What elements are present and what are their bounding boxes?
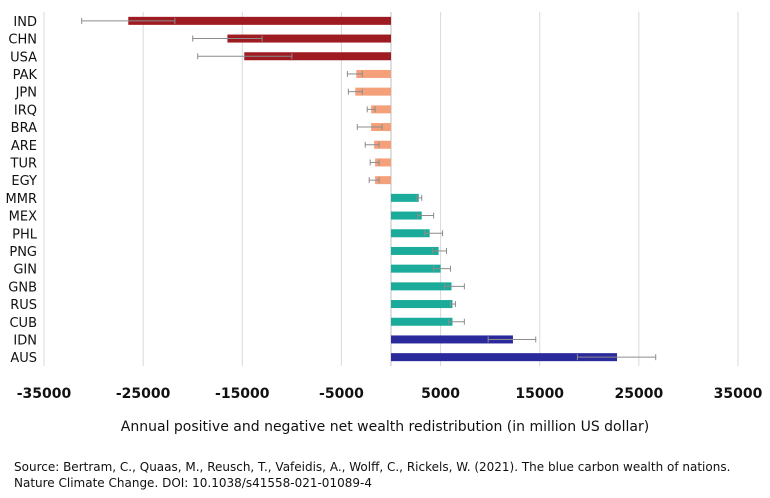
category-label-rus: RUS [10,298,37,313]
bar-pak [356,69,391,78]
category-labels: IND CHN USA PAK JPN IRQ BRA ARE TUR EGY MMR MEX PHL P… [6,15,38,366]
x-tick-label: -25000 [116,386,171,402]
x-tick-label: -15000 [215,386,270,402]
bar-gnb [391,282,452,291]
bar-rus [391,300,453,309]
bar-aus [391,353,618,362]
bar-tur [375,158,391,167]
gridlines [43,12,739,366]
bar-gin [391,264,441,273]
category-label-idn: IDN [13,333,37,348]
bar-cub [391,317,453,326]
category-label-irq: IRQ [14,103,37,118]
category-label-gin: GIN [13,263,37,278]
category-label-phl: PHL [12,227,38,242]
x-tick-labels: -35000 -25000 -15000 -5000 5000 15000 25000 350… [17,386,763,402]
bar-irq [371,105,391,114]
category-label-mex: MEX [9,210,37,225]
bar-egy [375,176,391,185]
category-label-mmr: MMR [6,192,37,207]
x-tick-label: -35000 [17,386,72,402]
category-label-usa: USA [10,50,37,65]
bar-png [391,246,439,255]
category-label-are: ARE [11,139,37,154]
category-label-gnb: GNB [8,280,37,295]
x-tick-label: 25000 [614,386,663,402]
category-label-ind: IND [13,15,37,30]
bar-mmr [391,193,419,202]
category-label-chn: CHN [8,33,37,48]
source-citation: Source: Bertram, C., Quaas, M., Reusch, … [14,460,731,490]
category-label-cub: CUB [9,316,37,331]
x-tick-label: 5000 [421,386,460,402]
category-label-bra: BRA [11,121,37,136]
category-label-jpn: JPN [15,86,37,101]
category-label-aus: AUS [10,351,37,366]
x-tick-label: 35000 [714,386,763,402]
bars [128,16,618,362]
x-tick-label: 15000 [515,386,564,402]
x-tick-label: -5000 [319,386,364,402]
x-axis-label: Annual positive and negative net wealth … [120,419,650,435]
bar-are [374,140,391,149]
bar-ind [128,16,391,25]
category-label-png: PNG [9,245,37,260]
bar-jpn [355,87,391,96]
category-label-egy: EGY [11,174,37,189]
error-bars [81,17,657,361]
bar-mex [391,211,422,220]
bar-idn [391,335,513,344]
category-label-tur: TUR [10,156,38,171]
bar-phl [391,229,430,238]
category-label-pak: PAK [13,68,38,83]
bar-chn [227,34,391,43]
bar-chart: IND CHN USA PAK JPN IRQ BRA ARE TUR EGY MMR MEX PHL P… [6,12,763,402]
bar-usa [244,52,391,61]
